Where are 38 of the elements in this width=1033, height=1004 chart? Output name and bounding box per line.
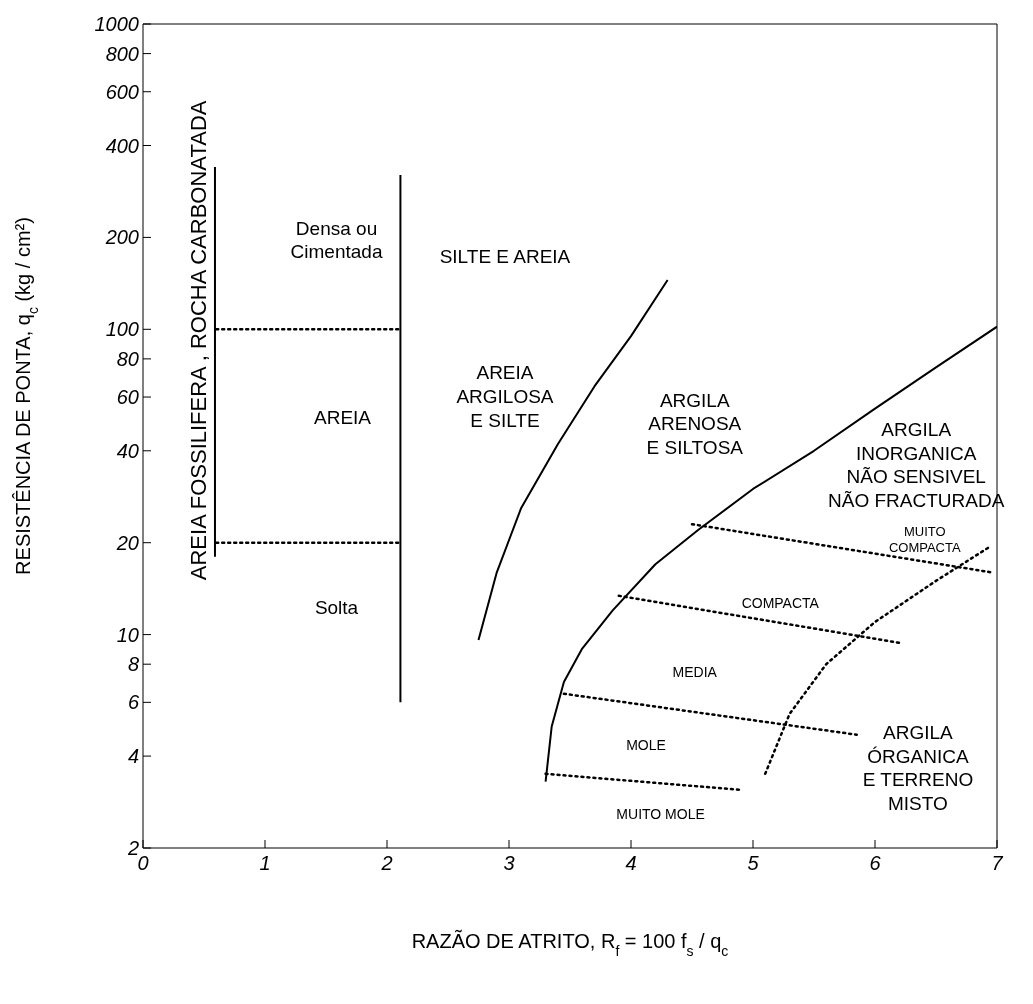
x-tick-label: 0: [137, 852, 149, 875]
y-tick-label: 800: [105, 42, 139, 65]
annotation: AREIA FOSSILIFERA , ROCHA CARBONATADA: [185, 100, 211, 581]
y-tick-label: 1000: [94, 13, 139, 36]
x-tick-label: 3: [503, 852, 515, 875]
annotation: SILTE E AREIA: [439, 245, 571, 267]
y-tick-label: 8: [127, 653, 139, 676]
y-tick-label: 4: [127, 745, 139, 768]
annotation: AREIA: [314, 406, 372, 428]
y-tick-label: 40: [116, 439, 139, 462]
annotation: Densa ou Cimentada: [290, 217, 383, 263]
x-tick-label: 5: [747, 852, 760, 875]
x-axis-title: RAZÃO DE ATRITO, R$_{f}$ = 100 f$_{s}$ / q$_{c}$: [411, 929, 729, 959]
x-tick-label: 1: [259, 852, 271, 875]
y-tick-label: 2: [126, 837, 139, 860]
annotation: AREIA ARGILOSA E SILTE: [456, 362, 554, 431]
annotation: COMPACTA: [741, 595, 820, 612]
annotation: Solta: [314, 596, 359, 618]
x-tick-label: 2: [380, 852, 393, 875]
y-tick-label: 200: [104, 226, 139, 249]
x-tick-label: 7: [991, 852, 1004, 875]
x-tick-label: 4: [625, 852, 637, 875]
y-tick-label: 60: [116, 386, 139, 409]
annotation: MUITO MOLE: [616, 805, 705, 822]
y-tick-label: 10: [116, 623, 139, 646]
annotation: ARGILA INORGANICA NÃO SENSIVEL NÃO FRACTURADA: [828, 418, 1005, 512]
x-tick-label: 6: [869, 852, 882, 875]
annotation: MOLE: [626, 736, 666, 753]
y-tick-label: 400: [105, 134, 139, 157]
y-tick-label: 80: [116, 347, 139, 370]
annotation: MEDIA: [672, 663, 718, 680]
y-tick-label: 600: [105, 80, 139, 103]
annotation: ARGILA ÓRGANICA E TERRENO MISTO: [862, 721, 974, 815]
y-tick-label: 6: [127, 691, 140, 714]
y-tick-label: 20: [115, 531, 139, 554]
annotation: MUITO COMPACTA: [888, 524, 961, 556]
annotation: ARGILA ARENOSA E SILTOSA: [646, 389, 744, 459]
y-tick-label: 100: [105, 318, 139, 341]
